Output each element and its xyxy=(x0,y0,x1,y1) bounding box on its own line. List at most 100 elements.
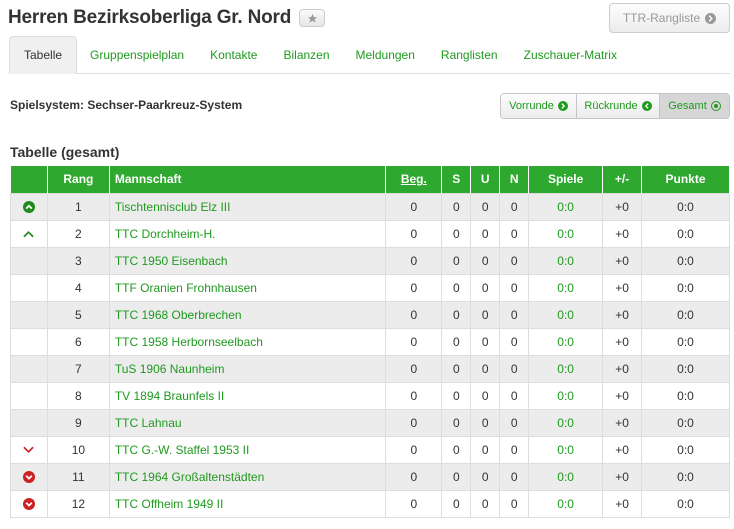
spiele-cell: 0:0 xyxy=(528,381,604,410)
team-link[interactable]: TTF Oranien Frohnhausen xyxy=(114,280,257,295)
round-selector: Vorrunde Rückrunde Gesamt xyxy=(500,93,730,119)
s-cell: 0 xyxy=(441,381,472,410)
header-beg[interactable]: Beg. xyxy=(385,166,443,193)
spiele-link[interactable]: 0:0 xyxy=(557,388,574,403)
punkte-cell: 0:0 xyxy=(641,354,730,383)
spiele-link[interactable]: 0:0 xyxy=(557,334,574,349)
header-n: N xyxy=(499,166,530,193)
table-row: 4 TTF Oranien Frohnhausen 0 0 0 0 0:0 +0 0:0 xyxy=(10,273,730,302)
relegation-circle-icon xyxy=(22,471,35,484)
punkte-cell: 0:0 xyxy=(641,462,730,491)
spiele-link[interactable]: 0:0 xyxy=(557,442,574,457)
standings-table: Rang Mannschaft Beg. S U N Spiele +/- Pu… xyxy=(10,166,730,518)
team-link[interactable]: TTC 1968 Oberbrechen xyxy=(114,307,242,322)
trend-cell xyxy=(10,408,48,437)
rang-cell: 2 xyxy=(46,219,110,248)
spiele-link[interactable]: 0:0 xyxy=(557,496,574,511)
gesamt-button[interactable]: Gesamt xyxy=(660,94,729,118)
rueckrunde-button[interactable]: Rückrunde xyxy=(577,94,660,118)
beg-cell: 0 xyxy=(385,300,443,329)
trend-cell xyxy=(10,489,48,518)
team-link[interactable]: TTC Dorchheim-H. xyxy=(114,226,216,241)
radio-dot-icon xyxy=(710,101,721,111)
table-row: 9 TTC Lahnau 0 0 0 0 0:0 +0 0:0 xyxy=(10,408,730,437)
header-spiele: Spiele xyxy=(528,166,604,193)
s-cell: 0 xyxy=(441,219,472,248)
table-row: 1 Tischtennisclub Elz III 0 0 0 0 0:0 +0 0:0 xyxy=(10,192,730,221)
gesamt-label: Gesamt xyxy=(668,100,707,112)
rang-cell: 12 xyxy=(46,489,110,518)
tab-zuschauer-matrix[interactable]: Zuschauer-Matrix xyxy=(523,47,617,62)
spiele-link[interactable]: 0:0 xyxy=(557,469,574,484)
u-cell: 0 xyxy=(470,489,501,518)
team-link[interactable]: TTC G.-W. Staffel 1953 II xyxy=(114,442,250,457)
beg-cell: 0 xyxy=(385,435,443,464)
rang-cell: 1 xyxy=(46,192,110,221)
spiele-link[interactable]: 0:0 xyxy=(557,361,574,376)
s-cell: 0 xyxy=(441,327,472,356)
team-link[interactable]: TTC 1964 Großaltenstädten xyxy=(114,469,265,484)
vorrunde-button[interactable]: Vorrunde xyxy=(501,94,577,118)
beg-cell: 0 xyxy=(385,354,443,383)
chevron-down-icon xyxy=(23,444,35,456)
tab-meldungen[interactable]: Meldungen xyxy=(355,47,415,62)
n-cell: 0 xyxy=(499,354,530,383)
diff-cell: +0 xyxy=(602,354,643,383)
tab-kontakte[interactable]: Kontakte xyxy=(210,47,258,62)
spiele-cell: 0:0 xyxy=(528,219,604,248)
diff-cell: +0 xyxy=(602,408,643,437)
team-link[interactable]: TTC 1950 Eisenbach xyxy=(114,253,228,268)
team-link[interactable]: TuS 1906 Naunheim xyxy=(114,361,225,376)
trend-cell xyxy=(10,435,48,464)
diff-cell: +0 xyxy=(602,381,643,410)
s-cell: 0 xyxy=(441,192,472,221)
n-cell: 0 xyxy=(499,219,530,248)
team-link[interactable]: Tischtennisclub Elz III xyxy=(114,199,231,214)
spiele-link[interactable]: 0:0 xyxy=(557,226,574,241)
table-header-row: Rang Mannschaft Beg. S U N Spiele +/- Pu… xyxy=(10,166,730,193)
n-cell: 0 xyxy=(499,435,530,464)
spiele-link[interactable]: 0:0 xyxy=(557,199,574,214)
punkte-cell: 0:0 xyxy=(641,327,730,356)
team-link[interactable]: TTC 1958 Herbornseelbach xyxy=(114,334,263,349)
page-title: Herren Bezirksoberliga Gr. Nord xyxy=(8,7,292,28)
diff-cell: +0 xyxy=(602,273,643,302)
beg-cell: 0 xyxy=(385,246,443,275)
arrow-right-circle-icon xyxy=(705,12,717,24)
team-link[interactable]: TTC Offheim 1949 II xyxy=(114,496,224,511)
n-cell: 0 xyxy=(499,462,530,491)
table-row: 2 TTC Dorchheim-H. 0 0 0 0 0:0 +0 0:0 xyxy=(10,219,730,248)
team-link[interactable]: TV 1894 Braunfels II xyxy=(114,388,225,403)
team-cell: Tischtennisclub Elz III xyxy=(108,192,387,221)
spiele-link[interactable]: 0:0 xyxy=(557,415,574,430)
trend-cell xyxy=(10,273,48,302)
team-cell: TV 1894 Braunfels II xyxy=(108,381,387,410)
spiele-cell: 0:0 xyxy=(528,354,604,383)
spiele-link[interactable]: 0:0 xyxy=(557,307,574,322)
diff-cell: +0 xyxy=(602,462,643,491)
team-link[interactable]: TTC Lahnau xyxy=(114,415,182,430)
team-cell: TTC 1964 Großaltenstädten xyxy=(108,462,387,491)
tab-gruppenspielplan[interactable]: Gruppenspielplan xyxy=(90,47,185,62)
rang-cell: 8 xyxy=(46,381,110,410)
n-cell: 0 xyxy=(499,273,530,302)
table-row: 10 TTC G.-W. Staffel 1953 II 0 0 0 0 0:0 +0 0:0 xyxy=(10,435,730,464)
punkte-cell: 0:0 xyxy=(641,192,730,221)
title-row: Herren Bezirksoberliga Gr. Nord xyxy=(8,6,326,30)
arrow-left-circle-icon xyxy=(641,101,652,111)
rang-cell: 9 xyxy=(46,408,110,437)
tab-bilanzen[interactable]: Bilanzen xyxy=(283,47,330,62)
spiele-link[interactable]: 0:0 xyxy=(557,280,574,295)
tab-tabelle[interactable]: Tabelle xyxy=(9,36,78,74)
spiele-cell: 0:0 xyxy=(528,273,604,302)
spiele-cell: 0:0 xyxy=(528,408,604,437)
ttr-rangliste-button[interactable]: TTR-Rangliste xyxy=(609,3,730,33)
header-s: S xyxy=(441,166,472,193)
spiele-link[interactable]: 0:0 xyxy=(557,253,574,268)
trend-cell xyxy=(10,327,48,356)
favorite-button[interactable] xyxy=(299,9,326,27)
team-cell: TTF Oranien Frohnhausen xyxy=(108,273,387,302)
tab-ranglisten[interactable]: Ranglisten xyxy=(440,47,498,62)
punkte-cell: 0:0 xyxy=(641,489,730,518)
team-cell: TTC G.-W. Staffel 1953 II xyxy=(108,435,387,464)
